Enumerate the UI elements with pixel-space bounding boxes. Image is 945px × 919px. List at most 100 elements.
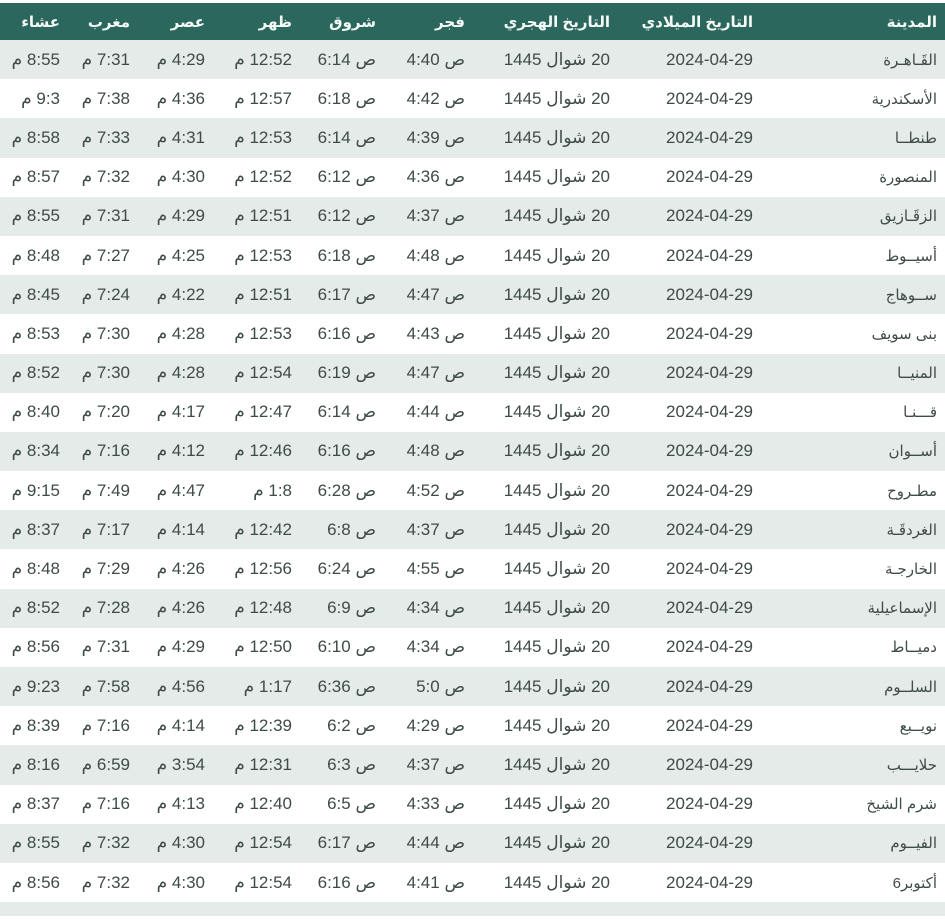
- cell-fajr: ص 4:43: [406, 323, 465, 343]
- cell-city: دميــاط: [890, 639, 937, 657]
- cell-isha: 8:55 م: [11, 49, 60, 69]
- cell-asr: 4:31 م: [156, 127, 205, 147]
- cell-greg: 2024-04-29: [666, 676, 753, 696]
- cell-sunrise: ص 6:16: [317, 323, 376, 343]
- cell-greg: 2024-04-29: [666, 363, 753, 383]
- cell-fajr: ص 4:55: [406, 559, 465, 579]
- cell-dhuhr: 12:52 م: [234, 167, 292, 187]
- cell-dhuhr: 12:31 م: [234, 754, 292, 774]
- cell-asr: 4:30 م: [156, 167, 205, 187]
- cell-asr: 4:13 م: [156, 794, 205, 814]
- cell-greg: 2024-04-29: [666, 598, 753, 618]
- cell-city: طنطــا: [894, 129, 937, 147]
- cell-maghrib: 7:49 م: [81, 480, 130, 500]
- cell-sunrise: ص 6:16: [317, 441, 376, 461]
- cell-dhuhr: 12:42 م: [234, 519, 292, 539]
- table-row: الغردقَـة 2024-04-29 20 شوال 1445 ص 4:37 ص 6…: [0, 510, 945, 550]
- cell-hijri: 20 شوال 1445: [503, 323, 610, 343]
- cell-fajr: ص 4:42: [406, 88, 465, 108]
- column-header-isha: عشاء: [0, 3, 70, 40]
- cell-city: مطـروح: [887, 482, 937, 500]
- cell-hijri: 20 شوال 1445: [503, 598, 610, 618]
- column-header-fajr: فجر: [390, 3, 475, 40]
- table-row: المنيــا 2024-04-29 20 شوال 1445 ص 4:47 ص 6:…: [0, 353, 945, 393]
- cell-fajr: ص 4:40: [406, 49, 465, 69]
- cell-sunrise: ص 6:36: [317, 676, 376, 696]
- cell-hijri: 20 شوال 1445: [503, 363, 610, 383]
- cell-maghrib: 7:27 م: [81, 245, 130, 265]
- cell-maghrib: 7:31 م: [81, 637, 130, 657]
- cell-isha: 8:16 م: [11, 754, 60, 774]
- cell-city: أكتوبر6: [892, 874, 937, 892]
- cell-maghrib: 7:32 م: [81, 833, 130, 853]
- cell-sunrise: ص 6:17: [317, 284, 376, 304]
- cell-dhuhr: 12:54 م: [234, 363, 292, 383]
- cell-greg: 2024-04-29: [666, 833, 753, 853]
- column-header-greg: التاريخ الميلادي: [625, 3, 815, 40]
- cell-hijri: 20 شوال 1445: [503, 637, 610, 657]
- cell-sunrise: ص 6:5: [327, 794, 376, 814]
- cell-sunrise: ص 6:14: [317, 49, 376, 69]
- cell-isha: 8:57 م: [11, 167, 60, 187]
- cell-asr: 4:47 م: [156, 480, 205, 500]
- cell-sunrise: ص 6:19: [317, 363, 376, 383]
- cell-greg: 2024-04-29: [666, 49, 753, 69]
- cell-greg: 2024-04-29: [666, 88, 753, 108]
- table-row: الإسماعيلية 2024-04-29 20 شوال 1445 ص 4:34 ص…: [0, 588, 945, 628]
- cell-maghrib: 7:28 م: [81, 598, 130, 618]
- cell-dhuhr: 12:57 م: [234, 88, 292, 108]
- cell-hijri: 20 شوال 1445: [503, 559, 610, 579]
- cell-fajr: ص 4:37: [406, 206, 465, 226]
- cell-greg: 2024-04-29: [666, 480, 753, 500]
- cell-city: ســوهاج: [885, 286, 937, 304]
- cell-hijri: 20 شوال 1445: [503, 872, 610, 892]
- cell-fajr: ص 4:41: [406, 872, 465, 892]
- cell-greg: 2024-04-29: [666, 872, 753, 892]
- cell-fajr: ص 4:33: [406, 794, 465, 814]
- cell-city: السلــوم: [884, 678, 937, 696]
- cell-hijri: 20 شوال 1445: [503, 88, 610, 108]
- cell-fajr: ص 4:34: [406, 598, 465, 618]
- cell-maghrib: 7:32 م: [81, 167, 130, 187]
- cell-hijri: 20 شوال 1445: [503, 715, 610, 735]
- cell-city: شرم الشيخ: [866, 796, 937, 814]
- cell-fajr: ص 4:39: [406, 127, 465, 147]
- cell-fajr: ص 4:52: [406, 480, 465, 500]
- cell-asr: 4:12 م: [156, 441, 205, 461]
- cell-hijri: 20 شوال 1445: [503, 676, 610, 696]
- cell-maghrib: 7:24 م: [81, 284, 130, 304]
- cell-fajr: ص 4:34: [406, 637, 465, 657]
- cell-hijri: 20 شوال 1445: [503, 833, 610, 853]
- cell-fajr: ص 4:48: [406, 441, 465, 461]
- cell-dhuhr: 1:8 م: [253, 480, 292, 500]
- cell-isha: 8:56 م: [11, 637, 60, 657]
- cell-sunrise: ص 6:28: [317, 480, 376, 500]
- cell-hijri: 20 شوال 1445: [503, 284, 610, 304]
- table-body: القَـاهـرة 2024-04-29 20 شوال 1445 ص 4:40 ص …: [0, 40, 945, 916]
- cell-hijri: 20 شوال 1445: [503, 519, 610, 539]
- cell-isha: 8:37 م: [11, 519, 60, 539]
- cell-maghrib: 7:30 م: [81, 323, 130, 343]
- cell-isha: 9:15 م: [11, 480, 60, 500]
- cell-sunrise: ص 6:3: [327, 754, 376, 774]
- cell-greg: 2024-04-29: [666, 284, 753, 304]
- cell-dhuhr: 12:39 م: [234, 715, 292, 735]
- cell-maghrib: 7:17 م: [81, 519, 130, 539]
- column-header-sunrise: شروق: [302, 3, 390, 40]
- cell-sunrise: ص 6:16: [317, 872, 376, 892]
- cell-hijri: 20 شوال 1445: [503, 206, 610, 226]
- cell-greg: 2024-04-29: [666, 441, 753, 461]
- cell-asr: 4:25 م: [156, 245, 205, 265]
- header-row: المدينة التاريخ الميلادي التاريخ الهجري فجر…: [0, 3, 945, 40]
- cell-city: الزقَـازيق: [879, 208, 937, 226]
- cell-sunrise: ص 6:8: [327, 519, 376, 539]
- cell-dhuhr: 12:51 م: [234, 284, 292, 304]
- cell-dhuhr: 12:53 م: [234, 127, 292, 147]
- cell-isha: 8:40 م: [11, 402, 60, 422]
- cell-fajr: ص 4:37: [406, 754, 465, 774]
- cell-isha: 8:55 م: [11, 833, 60, 853]
- cell-asr: 4:14 م: [156, 715, 205, 735]
- table-row: شرم الشيخ 2024-04-29 20 شوال 1445 ص 4:33 ص 6…: [0, 784, 945, 824]
- cell-asr: 4:29 م: [156, 49, 205, 69]
- cell-asr: 4:22 م: [156, 284, 205, 304]
